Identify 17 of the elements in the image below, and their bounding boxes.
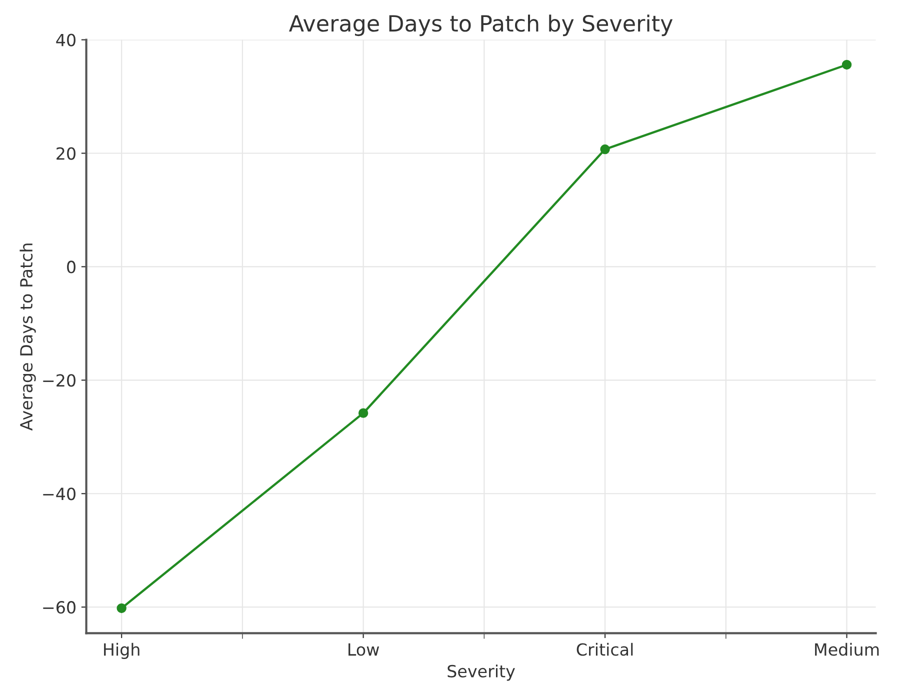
x-tick-label: Medium <box>815 642 879 656</box>
point <box>842 60 852 70</box>
y-tick-label: 40 <box>56 34 76 46</box>
x-tick-label: High <box>104 642 140 660</box>
point <box>358 408 368 418</box>
y-axis-title: Average Days to Patch <box>20 244 36 431</box>
y-tick-label: −40 <box>43 488 76 500</box>
y-tick-label: −60 <box>43 601 76 614</box>
chart-title: Average Days to Patch by Severity <box>289 14 673 36</box>
point <box>600 144 610 154</box>
y-tick-label: 20 <box>56 147 76 160</box>
x-tick-label: Critical <box>576 642 633 656</box>
x-tick-label: Low <box>348 643 380 656</box>
y-tick-label: 0 <box>67 260 76 274</box>
x-axis-title: Severity <box>448 664 515 681</box>
point <box>116 603 126 614</box>
y-tick-label: −20 <box>43 374 76 387</box>
